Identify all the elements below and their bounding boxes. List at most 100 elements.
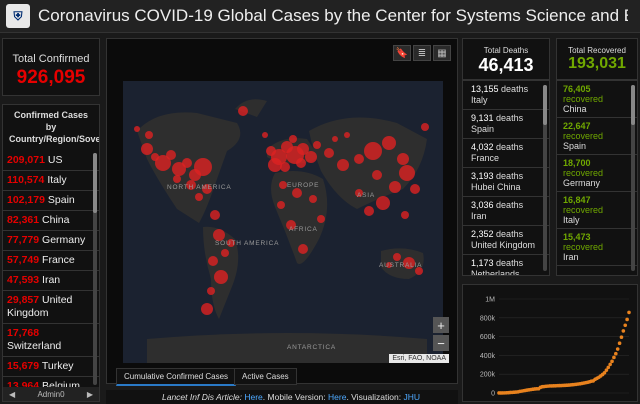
chart-point[interactable] <box>619 335 624 340</box>
recovered-row[interactable]: 76,405 recovered China <box>557 81 637 118</box>
prev-arrow-icon[interactable]: ◀ <box>9 389 16 399</box>
recovered-row[interactable]: 22,647 recovered Spain <box>557 118 637 155</box>
case-bubble[interactable] <box>305 151 317 163</box>
case-bubble[interactable] <box>221 249 229 257</box>
case-bubble[interactable] <box>297 143 309 155</box>
case-bubble[interactable] <box>262 132 268 138</box>
case-bubble[interactable] <box>298 244 308 254</box>
case-bubble[interactable] <box>268 158 282 172</box>
deaths-row[interactable]: 3,036 deaths Iran <box>463 197 549 226</box>
case-bubble[interactable] <box>173 175 181 183</box>
map-panel[interactable]: NORTH AMERICA EUROPE ASIA AFRICA SOUTH A… <box>106 38 458 384</box>
deaths-row[interactable]: 3,193 deaths Hubei China <box>463 168 549 197</box>
chart-point[interactable] <box>621 329 626 333</box>
zoom-out-button[interactable]: − <box>433 335 449 351</box>
case-bubble[interactable] <box>354 154 364 164</box>
confirmed-row[interactable]: 110,574 Italy <box>3 171 99 191</box>
chart-point[interactable] <box>608 362 612 367</box>
chart-point[interactable] <box>612 355 616 360</box>
deaths-row[interactable]: 13,155 deaths Italy <box>463 81 549 110</box>
case-bubble[interactable] <box>296 158 306 168</box>
case-bubble[interactable] <box>382 136 396 150</box>
deaths-list-scrollbar[interactable] <box>543 85 547 271</box>
case-bubble[interactable] <box>403 257 415 269</box>
chart-point[interactable] <box>602 370 607 375</box>
deaths-row[interactable]: 9,131 deaths Spain <box>463 110 549 139</box>
bookmark-icon[interactable]: 🔖 <box>393 45 411 61</box>
case-bubbles[interactable] <box>134 106 429 315</box>
chart-point[interactable] <box>604 368 609 372</box>
basemap-gallery-icon[interactable]: ▦ <box>433 45 451 61</box>
deaths-list[interactable]: 13,155 deaths Italy 9,131 deaths Spain 4,032… <box>463 81 549 275</box>
recovered-list-scrollbar[interactable] <box>631 85 635 271</box>
case-bubble[interactable] <box>344 132 350 138</box>
recovered-list[interactable]: 76,405 recovered China 22,647 recovered Spain… <box>557 81 637 266</box>
chart-point[interactable] <box>614 351 618 356</box>
case-bubble[interactable] <box>172 162 186 176</box>
confirmed-row[interactable]: 77,779 Germany <box>3 231 99 251</box>
case-bubble[interactable] <box>202 184 212 194</box>
case-bubble[interactable] <box>393 253 401 261</box>
world-map[interactable]: NORTH AMERICA EUROPE ASIA AFRICA SOUTH A… <box>107 39 457 383</box>
chart-point[interactable] <box>625 317 629 322</box>
confirmed-row[interactable]: 102,179 Spain <box>3 191 99 211</box>
confirmed-row[interactable]: 29,857 United Kingdom <box>3 291 99 324</box>
case-bubble[interactable] <box>213 229 225 241</box>
case-bubble[interactable] <box>372 170 382 180</box>
case-bubble[interactable] <box>286 220 296 230</box>
case-bubble[interactable] <box>210 210 220 220</box>
case-bubble[interactable] <box>313 141 321 149</box>
mobile-link[interactable]: Here <box>328 392 347 402</box>
case-bubble[interactable] <box>399 165 415 181</box>
case-bubble[interactable] <box>309 195 317 203</box>
case-bubble[interactable] <box>145 131 153 139</box>
tab-active-cases[interactable]: Active Cases <box>234 368 297 385</box>
case-bubble[interactable] <box>292 188 302 198</box>
case-bubble[interactable] <box>280 162 290 172</box>
zoom-in-button[interactable]: + <box>433 317 449 333</box>
cases-over-time-chart[interactable]: 0 200k 400k 600k 800k 1M <box>463 285 637 401</box>
confirmed-row[interactable]: 82,361 China <box>3 211 99 231</box>
case-bubble[interactable] <box>386 262 392 268</box>
chart-point[interactable] <box>617 341 622 346</box>
chart-point[interactable] <box>627 310 631 315</box>
case-bubble[interactable] <box>134 126 140 132</box>
confirmed-row[interactable]: 47,593 Iran <box>3 271 99 291</box>
case-bubble[interactable] <box>364 206 374 216</box>
case-bubble[interactable] <box>208 256 218 266</box>
recovered-row[interactable]: 16,847 recovered Italy <box>557 192 637 229</box>
case-bubble[interactable] <box>317 215 325 223</box>
case-bubble[interactable] <box>279 181 287 189</box>
confirmed-row[interactable]: 209,071 US <box>3 151 99 171</box>
confirmed-row[interactable]: 15,679 Turkey <box>3 357 99 377</box>
case-bubble[interactable] <box>332 136 338 142</box>
case-bubble[interactable] <box>166 150 176 160</box>
chart-point[interactable] <box>610 359 614 364</box>
deaths-row[interactable]: 1,173 deaths Netherlands <box>463 255 549 275</box>
case-bubble[interactable] <box>186 180 196 190</box>
next-arrow-icon[interactable]: ▶ <box>86 389 93 399</box>
confirmed-row[interactable]: 57,749 France <box>3 251 99 271</box>
recovered-row[interactable]: 18,700 recovered Germany <box>557 155 637 192</box>
chart-point[interactable] <box>615 347 620 351</box>
jhu-link[interactable]: JHU <box>403 392 420 402</box>
recovered-row[interactable]: 15,473 recovered Iran <box>557 229 637 266</box>
deaths-row[interactable]: 2,352 deaths United Kingdom <box>463 226 549 255</box>
tab-cumulative-confirmed[interactable]: Cumulative Confirmed Cases <box>116 368 237 386</box>
case-bubble[interactable] <box>401 211 409 219</box>
case-bubble[interactable] <box>194 158 212 176</box>
case-bubble[interactable] <box>207 287 215 295</box>
case-bubble[interactable] <box>324 148 334 158</box>
case-bubble[interactable] <box>415 267 423 275</box>
case-bubble[interactable] <box>364 142 382 160</box>
legend-list-icon[interactable]: ≣ <box>413 45 431 61</box>
case-bubble[interactable] <box>155 155 171 171</box>
case-bubble[interactable] <box>397 153 409 165</box>
chart-point[interactable] <box>623 323 628 328</box>
case-bubble[interactable] <box>421 123 429 131</box>
chart-point[interactable] <box>606 365 611 370</box>
case-bubble[interactable] <box>227 239 235 247</box>
case-bubble[interactable] <box>389 181 401 193</box>
case-bubble[interactable] <box>141 143 153 155</box>
lancet-link[interactable]: Here <box>244 392 263 402</box>
